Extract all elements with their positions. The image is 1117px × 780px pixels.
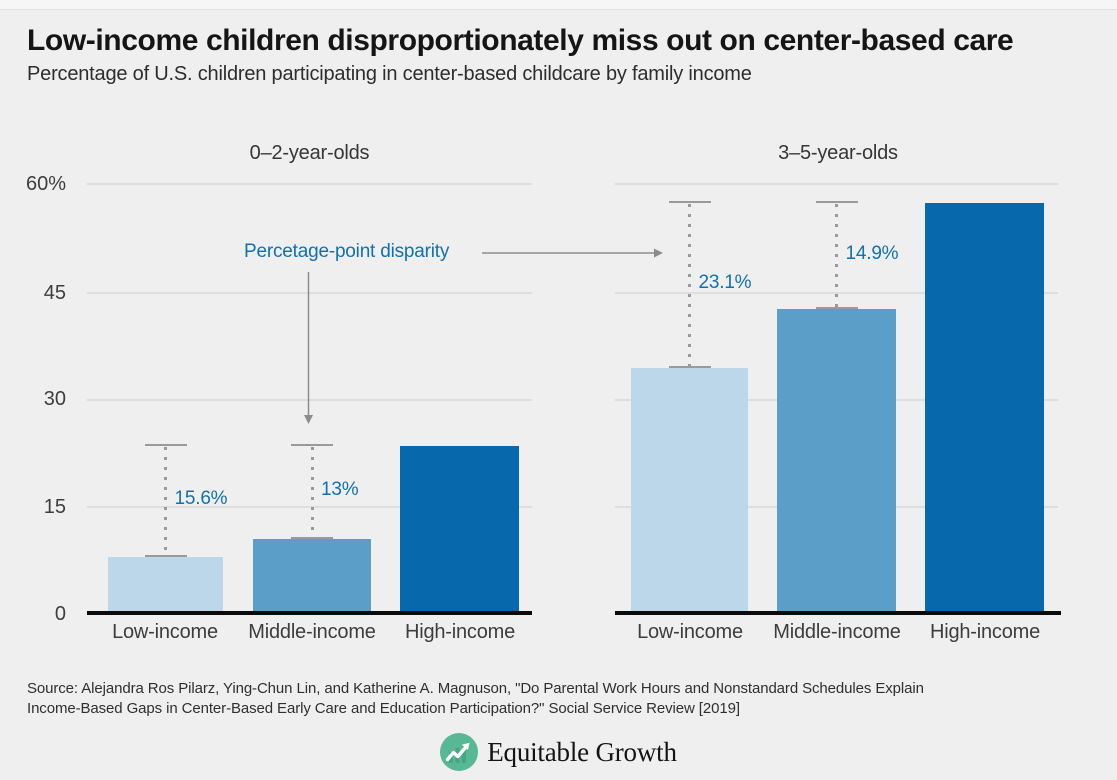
bar-0-2-middle-income — [253, 538, 371, 614]
y-tick-60: 60% — [25, 173, 66, 195]
x-label-3-5-low: Low-income — [637, 621, 743, 643]
logo-text: Equitable Growth — [487, 736, 677, 767]
bar-3-5-middle-income — [777, 309, 896, 614]
source-note: Source: Alejandra Ros Pilarz, Ying-Chun … — [27, 679, 1087, 719]
y-tick-45: 45 — [43, 282, 66, 304]
gridline — [87, 399, 532, 401]
y-tick-15: 15 — [43, 496, 66, 518]
disparity-cap-bottom — [815, 307, 858, 310]
gridline — [87, 292, 532, 294]
gridline — [615, 183, 1058, 185]
x-label-0-2-middle: Middle-income — [248, 621, 376, 643]
panel-title-3-5: 3–5-year-olds — [778, 142, 898, 164]
top-strip — [0, 0, 1117, 10]
y-tick-0: 0 — [54, 603, 66, 625]
disparity-cap-top — [291, 443, 333, 446]
trend-line-circle-icon — [440, 733, 479, 771]
annotation-arrowhead-right — [654, 248, 663, 258]
disparity-dotted-line — [310, 446, 314, 537]
disparity-cap-bottom — [144, 555, 187, 558]
annotation-label: Percetage-point disparity — [244, 241, 450, 262]
annotation-arrowhead-down — [304, 415, 313, 424]
disparity-dotted-line — [688, 203, 691, 367]
logo: Equitable Growth — [0, 733, 1117, 771]
x-label-0-2-high: High-income — [404, 621, 516, 643]
bar-3-5-low-income — [631, 368, 748, 614]
chart-title: Low-income children disproportionately m… — [27, 24, 1014, 57]
bar-0-2-high-income — [400, 445, 519, 614]
gridline — [87, 183, 532, 185]
x-label-3-5-middle: Middle-income — [773, 621, 901, 643]
disparity-cap-top — [668, 200, 711, 203]
disparity-value-label: 13% — [321, 479, 359, 501]
bar-0-2-low-income — [108, 557, 223, 614]
gridline — [87, 506, 532, 508]
disparity-dotted-line — [164, 446, 167, 556]
source-line-2: Income-Based Gaps in Center-Based Early … — [27, 700, 740, 717]
bar-3-5-high-income — [925, 202, 1044, 614]
disparity-value-label: 14.9% — [845, 242, 899, 264]
y-tick-30: 30 — [43, 388, 66, 410]
disparity-cap-bottom — [291, 536, 333, 539]
chart-subtitle: Percentage of U.S. children participatin… — [27, 63, 752, 85]
x-axis-baseline-left — [87, 611, 532, 615]
disparity-value-label: 23.1% — [698, 272, 752, 294]
x-axis-baseline-right — [615, 611, 1061, 615]
source-line-1: Source: Alejandra Ros Pilarz, Ying-Chun … — [27, 680, 924, 697]
disparity-cap-top — [144, 443, 187, 446]
x-label-0-2-low: Low-income — [112, 621, 218, 643]
disparity-value-label: 15.6% — [174, 488, 228, 510]
disparity-cap-bottom — [668, 366, 711, 369]
disparity-cap-top — [815, 200, 858, 203]
disparity-dotted-line — [835, 203, 838, 308]
x-label-3-5-high: High-income — [929, 621, 1041, 643]
panel-title-0-2: 0–2-year-olds — [249, 142, 370, 164]
